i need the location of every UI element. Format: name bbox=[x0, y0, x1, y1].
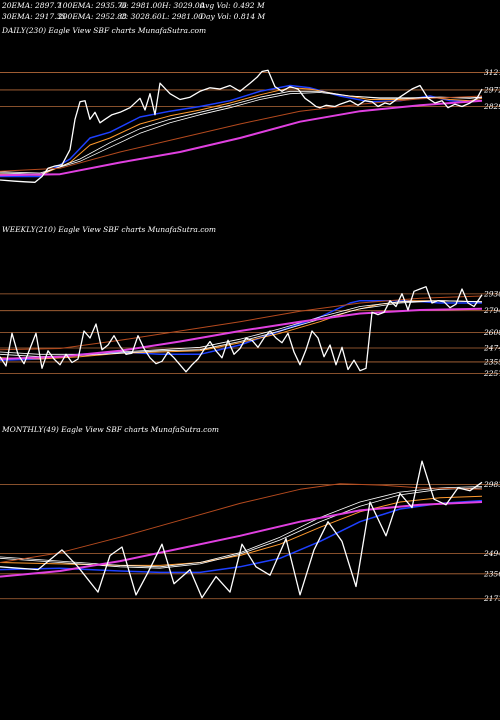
monthly-ema20-line bbox=[0, 499, 483, 574]
monthly-level-label-2350: 2350 bbox=[483, 569, 500, 578]
weekly-level-label-2355: 2355 bbox=[483, 357, 500, 366]
daily-ema20-line bbox=[0, 84, 483, 178]
weekly-panel: 2938 2794 2608 2474 2355 2257 WEEKLY(210) Eagl… bbox=[0, 225, 500, 378]
daily-panel-title: DAILY(230) Eagle View SBF charts MunafaS… bbox=[1, 26, 206, 35]
header-100ema: 100EMA: 2935.76 bbox=[58, 1, 127, 10]
daily-price-line bbox=[0, 69, 483, 183]
header-info: 20EMA: 2897.7 100EMA: 2935.76 O: 2981.00… bbox=[1, 1, 266, 21]
monthly-ema200-line bbox=[0, 501, 483, 578]
weekly-ema200-line bbox=[0, 307, 483, 360]
monthly-price-line bbox=[0, 460, 483, 599]
monthly-ema100-line bbox=[0, 483, 483, 563]
weekly-panel-title: WEEKLY(210) Eagle View SBF charts Munafa… bbox=[2, 225, 216, 234]
monthly-level-label-2983: 2983 bbox=[483, 480, 500, 489]
monthly-level-label-2173: 2173 bbox=[483, 594, 500, 603]
monthly-panel: 2983 2494 2350 2173 MONTHLY(49) Eagle View S… bbox=[0, 425, 500, 603]
header-open: O: 2981.00 bbox=[120, 1, 162, 10]
daily-ema100-line bbox=[0, 95, 483, 172]
header-200ema: 200EMA: 2952.88 bbox=[57, 12, 127, 21]
weekly-level-label-2474: 2474 bbox=[483, 344, 500, 353]
header-avg-vol: Avg Vol: 0.492 M bbox=[199, 1, 265, 10]
daily-ema_white_b-line bbox=[0, 92, 483, 174]
weekly-level-label-2938: 2938 bbox=[483, 289, 500, 298]
weekly-ema100-line bbox=[0, 295, 483, 351]
daily-ema200-line bbox=[0, 99, 483, 177]
header-high: H: 3029.00 bbox=[161, 1, 205, 10]
monthly-level-label-2494: 2494 bbox=[483, 549, 500, 558]
monthly-ema_white_a-line bbox=[0, 487, 483, 569]
monthly-ema_white_b-line bbox=[0, 486, 483, 568]
weekly-price-line bbox=[0, 286, 483, 373]
header-low: L: 2981.00 bbox=[161, 12, 203, 21]
weekly-level-label-2608: 2608 bbox=[483, 328, 500, 337]
header-30ema: 30EMA: 2917.35 bbox=[2, 12, 66, 21]
daily-level-label-2829: 2829 bbox=[483, 102, 500, 111]
header-close: C: 3028.60 bbox=[120, 12, 162, 21]
header-20ema: 20EMA: 2897.7 bbox=[1, 1, 61, 10]
monthly-panel-title: MONTHLY(49) Eagle View SBF charts Munafa… bbox=[1, 425, 219, 434]
header-day-vol: Day Vol: 0.814 M bbox=[199, 12, 266, 21]
daily-level-label-3121: 3121 bbox=[484, 68, 500, 77]
weekly-level-label-2257: 2257 bbox=[483, 369, 500, 378]
weekly-level-label-2794: 2794 bbox=[483, 306, 500, 315]
